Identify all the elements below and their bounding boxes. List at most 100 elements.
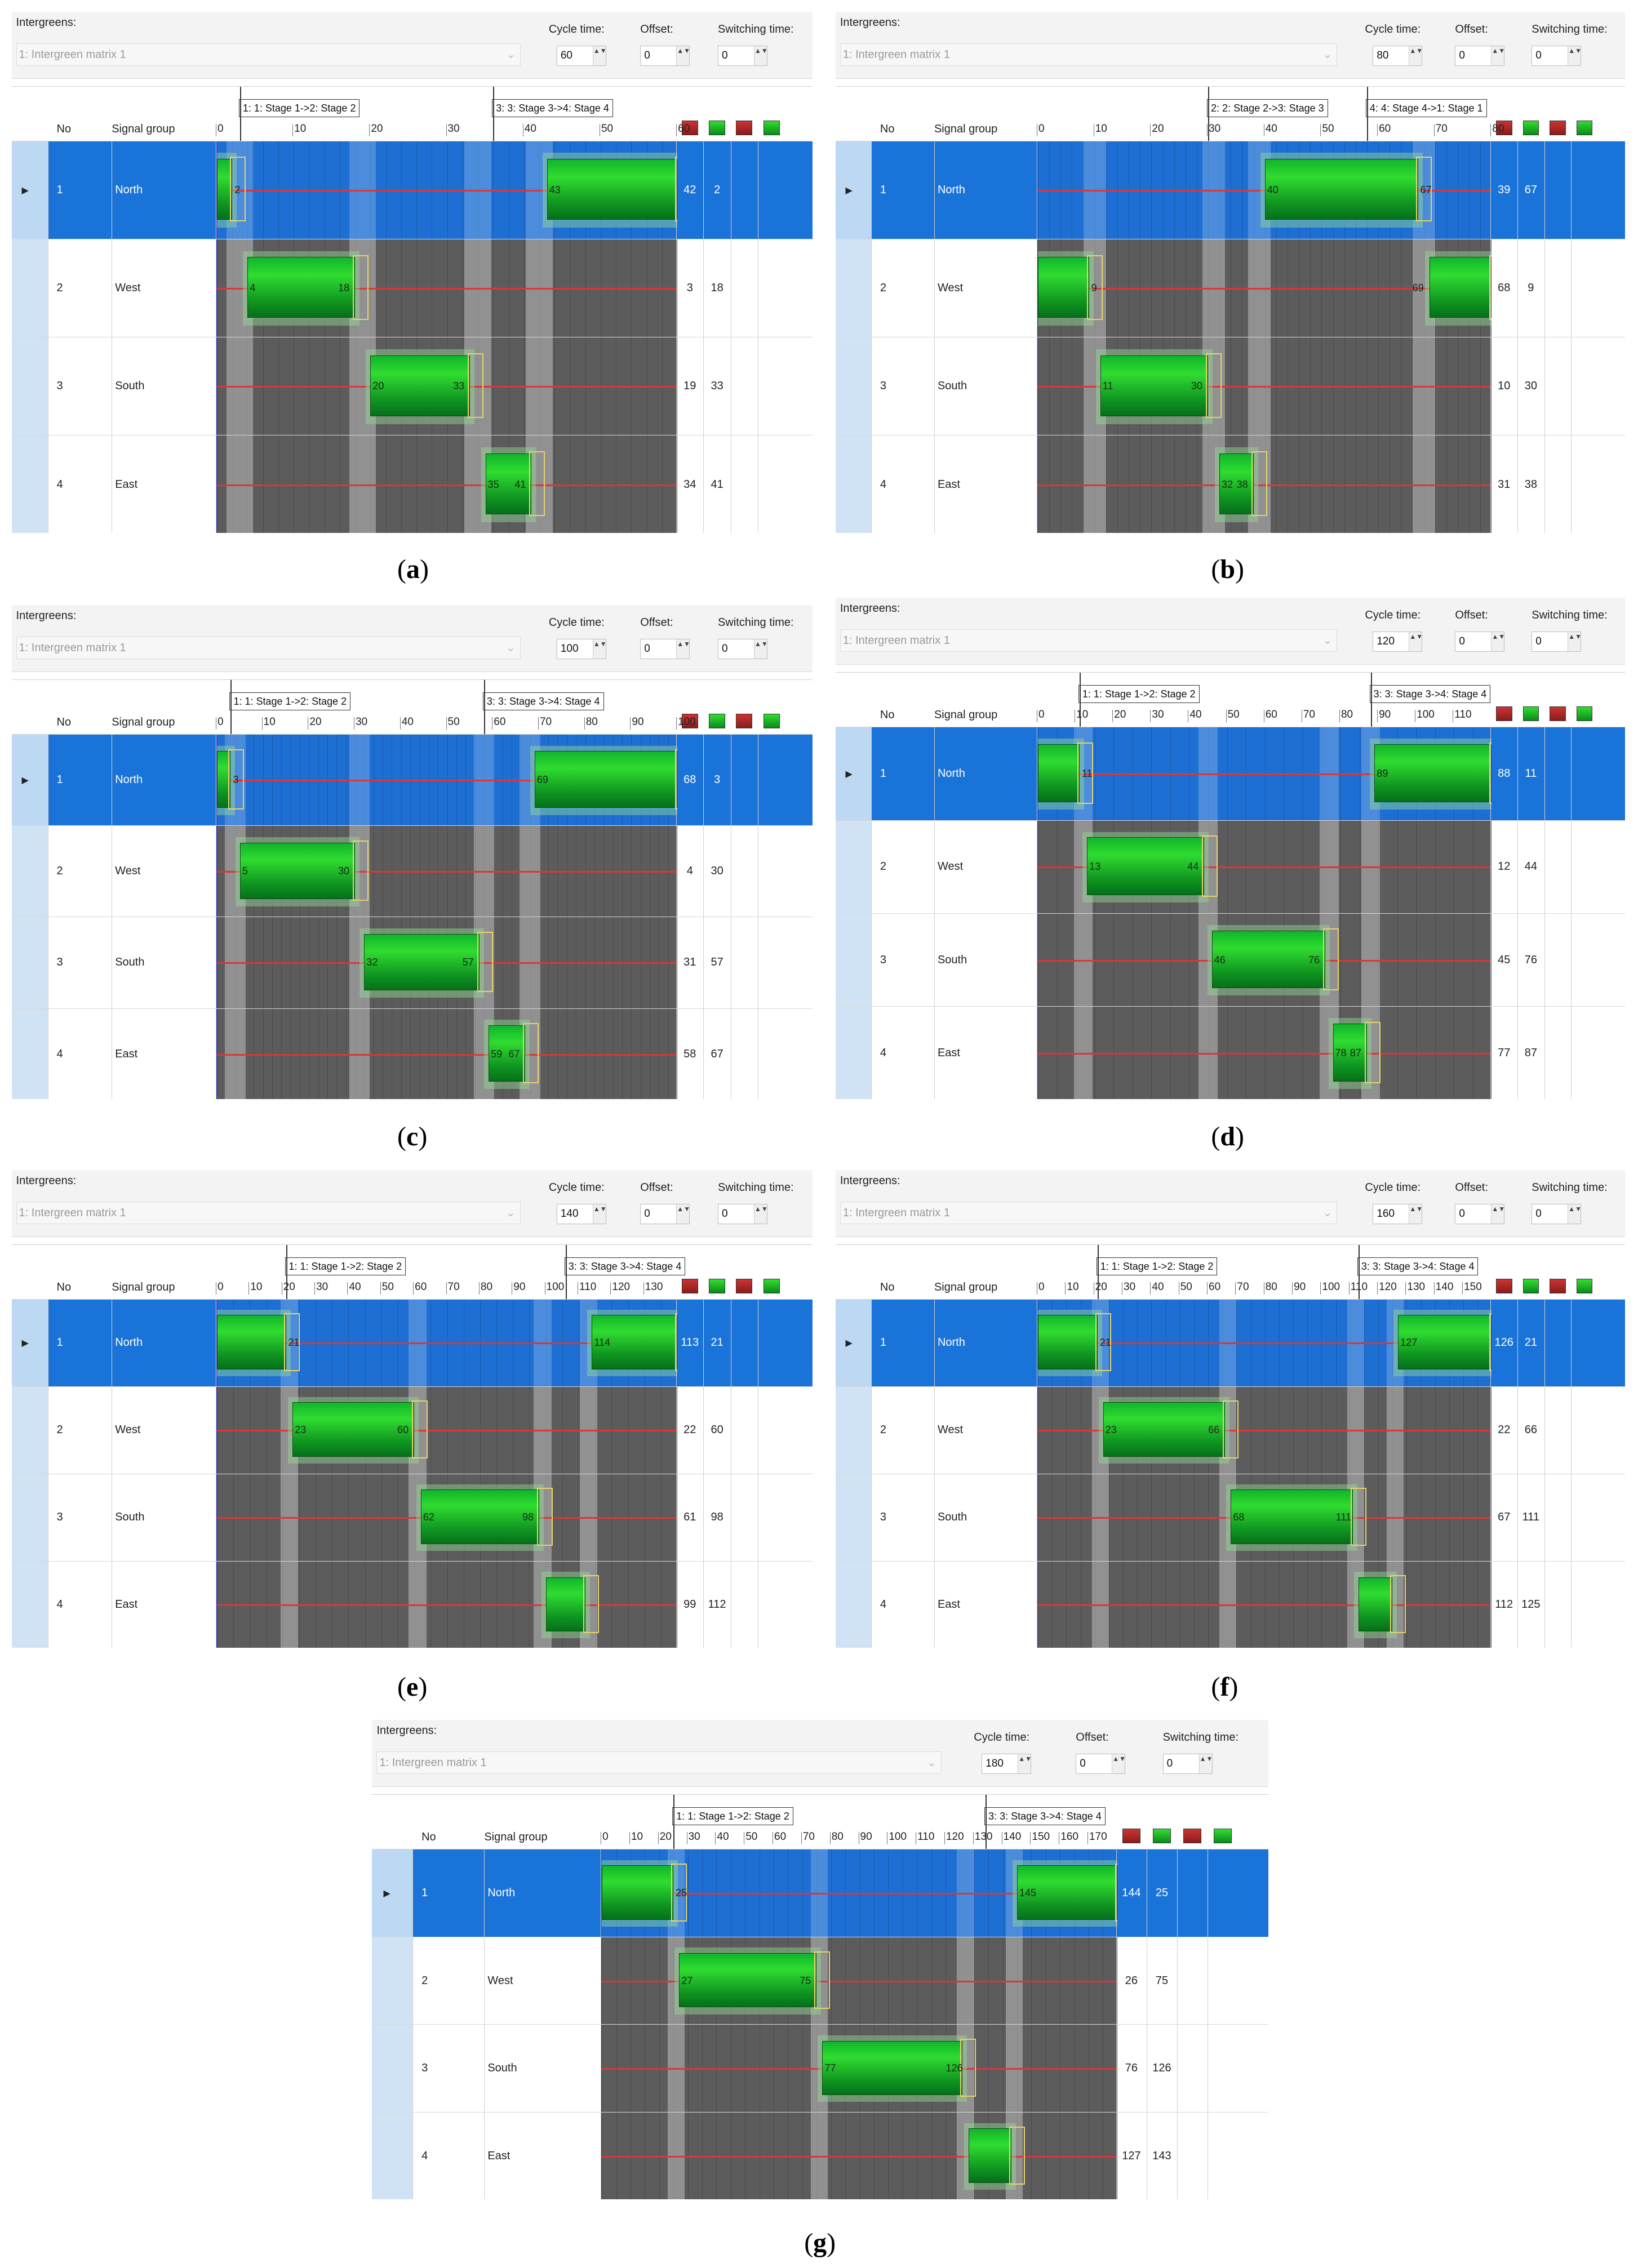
signal-group-row[interactable]: 2 West 13 44 12 44: [835, 820, 1625, 914]
spinner-arrows-icon[interactable]: ▲▼: [754, 1204, 768, 1224]
cycle-time-input[interactable]: 60 ▲▼: [556, 45, 607, 66]
offset-input[interactable]: 0 ▲▼: [1455, 1203, 1505, 1224]
signal-timeline[interactable]: 78 87: [1037, 1007, 1492, 1099]
signal-timeline[interactable]: [215, 1561, 678, 1648]
signal-timeline[interactable]: [601, 2113, 1117, 2199]
switching-time-input[interactable]: 0 ▲▼: [718, 1203, 768, 1224]
green-phase-bar[interactable]: [1374, 744, 1492, 802]
row-selector[interactable]: [835, 1386, 872, 1474]
signal-timeline[interactable]: 77 126: [601, 2025, 1117, 2113]
green-phase-bar[interactable]: [547, 158, 678, 220]
green-phase-bar[interactable]: [216, 751, 231, 808]
row-selector[interactable]: [11, 1386, 48, 1474]
row-selector[interactable]: ▶: [835, 727, 872, 821]
spinner-arrows-icon[interactable]: ▲▼: [754, 639, 768, 659]
cycle-time-input[interactable]: 160 ▲▼: [1373, 1203, 1423, 1224]
stage-transition-marker[interactable]: 1: 1: Stage 1->2: Stage 2: [229, 692, 351, 711]
stage-transition-marker[interactable]: 1: 1: Stage 1->2: Stage 2: [1096, 1257, 1218, 1275]
signal-timeline[interactable]: 32 38: [1037, 435, 1492, 533]
stage-transition-marker[interactable]: 3: 3: Stage 3->4: Stage 4: [984, 1807, 1106, 1826]
spinner-arrows-icon[interactable]: ▲▼: [676, 1204, 690, 1224]
spinner-arrows-icon[interactable]: ▲▼: [592, 639, 607, 659]
row-selector[interactable]: [11, 239, 48, 338]
green-phase-bar[interactable]: [545, 1577, 585, 1631]
signal-timeline[interactable]: 27 75: [601, 1937, 1117, 2025]
green-phase-bar[interactable]: [1219, 453, 1254, 514]
signal-group-row[interactable]: 3 South 32 57 31 57: [11, 917, 813, 1009]
chevron-down-icon[interactable]: ⌄: [1322, 634, 1333, 647]
signal-group-row[interactable]: 3 South 20 33 19 33: [11, 337, 813, 436]
green-phase-bar[interactable]: [485, 453, 532, 514]
intergreen-matrix-select[interactable]: 1: Intergreen matrix 1 ⌄: [16, 43, 521, 66]
stage-transition-marker[interactable]: 3: 3: Stage 3->4: Stage 4: [1369, 685, 1491, 704]
green-phase-bar[interactable]: [1038, 744, 1080, 802]
signal-group-row[interactable]: ▶ 1 North 21 114 113 21: [11, 1298, 813, 1387]
stage-transition-marker[interactable]: 1: 1: Stage 1->2: Stage 2: [672, 1807, 793, 1826]
green-phase-bar[interactable]: [364, 933, 480, 991]
green-phase-bar[interactable]: [1211, 930, 1326, 989]
green-phase-bar[interactable]: [534, 751, 678, 808]
signal-timeline[interactable]: 62 98: [215, 1474, 678, 1562]
signal-group-row[interactable]: 3 South 68 111 67 111: [835, 1473, 1625, 1562]
cycle-time-input[interactable]: 180 ▲▼: [982, 1754, 1032, 1775]
spinner-arrows-icon[interactable]: ▲▼: [1568, 46, 1582, 65]
signal-group-row[interactable]: 4 East 112 125: [835, 1560, 1625, 1648]
signal-timeline[interactable]: 21 127: [1037, 1299, 1492, 1387]
spinner-arrows-icon[interactable]: ▲▼: [676, 639, 690, 659]
spinner-arrows-icon[interactable]: ▲▼: [1409, 1204, 1423, 1224]
green-phase-bar[interactable]: [1429, 257, 1492, 318]
green-phase-bar[interactable]: [1100, 355, 1209, 416]
chevron-down-icon[interactable]: ⌄: [506, 642, 516, 655]
offset-input[interactable]: 0 ▲▼: [640, 639, 690, 660]
signal-timeline[interactable]: 59 67: [215, 1008, 678, 1099]
green-phase-bar[interactable]: [1017, 1865, 1117, 1920]
green-phase-bar[interactable]: [216, 158, 233, 220]
row-selector[interactable]: [11, 826, 48, 918]
signal-group-row[interactable]: ▶ 1 North 21 127 126 21: [835, 1298, 1625, 1387]
green-phase-bar[interactable]: [370, 355, 470, 416]
green-phase-bar[interactable]: [592, 1315, 678, 1369]
signal-timeline[interactable]: 23 66: [1037, 1386, 1492, 1474]
switching-time-input[interactable]: 0 ▲▼: [1162, 1754, 1213, 1775]
spinner-arrows-icon[interactable]: ▲▼: [1409, 46, 1423, 65]
chevron-down-icon[interactable]: ⌄: [926, 1756, 936, 1769]
chevron-down-icon[interactable]: ⌄: [1322, 48, 1333, 61]
signal-timeline[interactable]: 35 41: [215, 435, 678, 533]
signal-timeline[interactable]: 13 44: [1037, 820, 1492, 914]
stage-transition-marker[interactable]: 2: 2: Stage 2->3: Stage 3: [1207, 99, 1328, 117]
green-phase-bar[interactable]: [968, 2128, 1011, 2183]
green-phase-bar[interactable]: [1087, 837, 1205, 895]
green-phase-bar[interactable]: [602, 1865, 674, 1920]
signal-group-row[interactable]: ▶ 1 North 3 69 68 3: [11, 734, 813, 826]
spinner-arrows-icon[interactable]: ▲▼: [592, 46, 607, 65]
row-selector[interactable]: [11, 1561, 48, 1648]
chevron-down-icon[interactable]: ⌄: [506, 1206, 516, 1219]
green-phase-bar[interactable]: [216, 1315, 286, 1369]
signal-group-row[interactable]: 4 East 59 67 58 67: [11, 1008, 813, 1099]
green-phase-bar[interactable]: [1264, 158, 1418, 220]
row-selector[interactable]: [835, 914, 872, 1007]
signal-group-row[interactable]: 2 West 9 69 68 9: [835, 238, 1625, 338]
cycle-time-input[interactable]: 80 ▲▼: [1373, 45, 1423, 66]
signal-group-row[interactable]: ▶ 1 North 2 43 42 2: [11, 140, 813, 239]
green-phase-bar[interactable]: [292, 1402, 415, 1457]
green-phase-bar[interactable]: [489, 1025, 526, 1082]
switching-time-input[interactable]: 0 ▲▼: [1532, 1203, 1582, 1224]
signal-timeline[interactable]: 68 111: [1037, 1474, 1492, 1562]
row-selector[interactable]: ▶: [11, 141, 48, 239]
switching-time-input[interactable]: 0 ▲▼: [1532, 632, 1582, 652]
row-selector[interactable]: [372, 1937, 414, 2025]
spinner-arrows-icon[interactable]: ▲▼: [1568, 632, 1582, 652]
signal-timeline[interactable]: 46 76: [1037, 914, 1492, 1007]
signal-timeline[interactable]: 23 60: [215, 1386, 678, 1474]
stage-transition-marker[interactable]: 3: 3: Stage 3->4: Stage 4: [564, 1257, 686, 1275]
row-selector[interactable]: [372, 2025, 414, 2113]
green-phase-bar[interactable]: [679, 1953, 817, 2008]
signal-group-row[interactable]: 4 East 127 143: [372, 2112, 1269, 2199]
cycle-time-input[interactable]: 140 ▲▼: [556, 1203, 607, 1224]
switching-time-input[interactable]: 0 ▲▼: [718, 45, 768, 66]
signal-timeline[interactable]: 2 43: [215, 141, 678, 239]
row-selector[interactable]: [372, 2113, 414, 2199]
signal-timeline[interactable]: 11 89: [1037, 727, 1492, 821]
spinner-arrows-icon[interactable]: ▲▼: [1198, 1754, 1213, 1774]
